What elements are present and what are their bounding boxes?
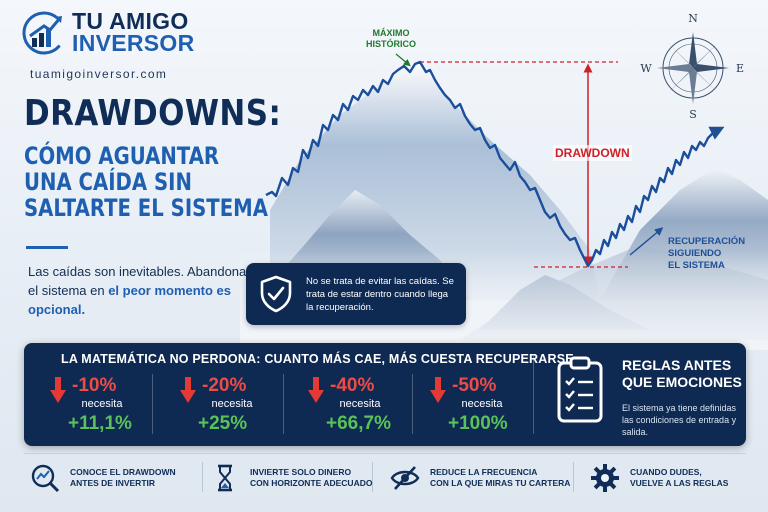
compass-east-label: E — [736, 62, 744, 75]
stat-needs-label: necesita — [339, 398, 381, 410]
brand-name: TU AMIGO INVERSOR — [72, 8, 195, 56]
tip-text: REDUCE LA FRECUENCIA CON LA QUE MIRAS TU… — [430, 467, 570, 489]
down-arrow-icon — [430, 377, 446, 403]
rules-title-line2: QUE EMOCIONES — [622, 374, 742, 390]
compass-icon: N S W E — [640, 12, 744, 121]
page-subtitle: CÓMO AGUANTAR UNA CAÍDA SIN SALTARTE EL … — [24, 143, 295, 221]
brand-name-line2: INVERSOR — [72, 30, 195, 56]
intro-text-highlight: el peor momento es opcional. — [28, 283, 232, 317]
recovery-label-line1: RECUPERACIÓN — [668, 236, 746, 247]
stat-recovery-value: +25% — [198, 413, 248, 434]
tip-text-line1: INVIERTE SOLO DINERO — [250, 467, 352, 477]
rules-text: El sistema ya tiene definidas las condic… — [622, 403, 737, 437]
subtitle-line-3: SALTARTE EL SISTEMA — [24, 194, 269, 222]
title-divider — [26, 246, 68, 249]
compass-west-label: W — [640, 62, 652, 75]
down-arrow-icon — [308, 377, 324, 403]
stat-drop-20: -20% necesita +25% — [180, 373, 300, 439]
stat-needs-label: necesita — [211, 398, 253, 410]
hourglass-icon — [218, 464, 232, 492]
callout-text: No se trata de evitar las caídas. Se tra… — [306, 275, 454, 313]
all-time-high-label: MÁXIMO HISTÓRICO — [356, 28, 426, 50]
tip-back-to-rules: CUANDO DUDES, VUELVE A LAS REGLAS — [590, 460, 728, 496]
tip-text-line2: VUELVE A LAS REGLAS — [630, 478, 729, 488]
brand-url[interactable]: tuamigoinversor.com — [30, 67, 168, 81]
tip-text-line2: ANTES DE INVERTIR — [70, 478, 156, 488]
stat-drop-40: -40% necesita +66,7% — [308, 373, 428, 439]
math-panel — [24, 343, 746, 446]
stat-drop-value: -10% — [72, 375, 117, 396]
down-arrow-icon — [180, 377, 196, 403]
stat-drop-value: -40% — [330, 375, 375, 396]
stat-drop-value: -50% — [452, 375, 497, 396]
growth-arrow-logo-icon — [22, 11, 66, 55]
tip-text-line1: CUANDO DUDES, — [630, 467, 702, 477]
rules-divider — [533, 356, 534, 434]
shield-check-icon — [260, 275, 292, 313]
compass-south-label: S — [689, 108, 697, 121]
tip-text-line2: CON HORIZONTE ADECUADO — [250, 478, 373, 488]
eye-slash-icon — [390, 466, 420, 490]
clipboard-checklist-icon — [557, 356, 603, 423]
footer-separator — [573, 462, 574, 492]
tip-text-line2: CON LA QUE MIRAS TU CARTERA — [430, 478, 571, 488]
tip-text-line1: REDUCE LA FRECUENCIA — [430, 467, 538, 477]
subtitle-line-1: CÓMO AGUANTAR — [24, 142, 220, 170]
rules-title: REGLAS ANTES QUE EMOCIONES — [622, 357, 742, 391]
tip-reduce-frequency: REDUCE LA FRECUENCIA CON LA QUE MIRAS TU… — [390, 460, 570, 496]
tip-invest-horizon: INVIERTE SOLO DINERO CON HORIZONTE ADECU… — [210, 460, 372, 496]
tip-know-drawdown: CONOCE EL DRAWDOWN ANTES DE INVERTIR — [30, 460, 176, 496]
stat-drop-value: -20% — [202, 375, 247, 396]
stat-recovery-value: +66,7% — [326, 413, 391, 434]
stat-recovery-value: +11,1% — [68, 413, 132, 434]
intro-text-plain: Las caídas son inevitables. Abandonar el… — [28, 264, 251, 298]
stat-divider — [152, 374, 153, 434]
stat-needs-label: necesita — [81, 398, 123, 410]
all-time-high-label-line1: MÁXIMO — [372, 28, 410, 38]
drawdown-label: DRAWDOWN — [553, 145, 632, 161]
brand-name-line1: TU AMIGO — [72, 8, 189, 34]
footer-divider — [24, 453, 746, 454]
subtitle-line-2: UNA CAÍDA SIN — [24, 168, 192, 196]
rules-title-line1: REGLAS ANTES — [622, 357, 732, 373]
footer-separator — [202, 462, 203, 492]
tip-text-line1: CONOCE EL DRAWDOWN — [70, 467, 176, 477]
footer-separator — [372, 462, 373, 492]
stat-divider — [283, 374, 284, 434]
callout-box: No se trata de evitar las caídas. Se tra… — [246, 263, 466, 325]
stat-recovery-value: +100% — [448, 413, 508, 434]
stat-drop-50: -50% necesita +100% — [430, 373, 550, 439]
compass-north-label: N — [688, 12, 698, 25]
stat-drop-10: -10% necesita +11,1% — [50, 373, 170, 439]
page-title: DRAWDOWNS: — [24, 93, 282, 134]
stat-needs-label: necesita — [461, 398, 503, 410]
math-panel-title: LA MATEMÁTICA NO PERDONA: CUANTO MÁS CAE… — [61, 352, 574, 366]
max-pointer-arrow — [395, 53, 411, 67]
tip-text: CONOCE EL DRAWDOWN ANTES DE INVERTIR — [70, 467, 176, 489]
down-arrow-icon — [50, 377, 66, 403]
recovery-label-line3: EL SISTEMA — [668, 260, 725, 271]
recovery-label: RECUPERACIÓN SIGUIENDO EL SISTEMA — [668, 236, 745, 272]
intro-text: Las caídas son inevitables. Abandonar el… — [28, 262, 258, 319]
tip-text: CUANDO DUDES, VUELVE A LAS REGLAS — [630, 467, 728, 489]
recovery-label-line2: SIGUIENDO — [668, 248, 722, 259]
stat-divider — [412, 374, 413, 434]
tip-text: INVIERTE SOLO DINERO CON HORIZONTE ADECU… — [250, 467, 372, 489]
gear-icon — [591, 464, 619, 492]
chart-magnifier-icon — [31, 464, 60, 493]
all-time-high-label-line2: HISTÓRICO — [365, 39, 416, 49]
price-line — [265, 60, 715, 268]
brand-logo-block[interactable]: TU AMIGO INVERSOR — [22, 10, 195, 56]
recovery-pointer-arrow — [629, 227, 664, 256]
